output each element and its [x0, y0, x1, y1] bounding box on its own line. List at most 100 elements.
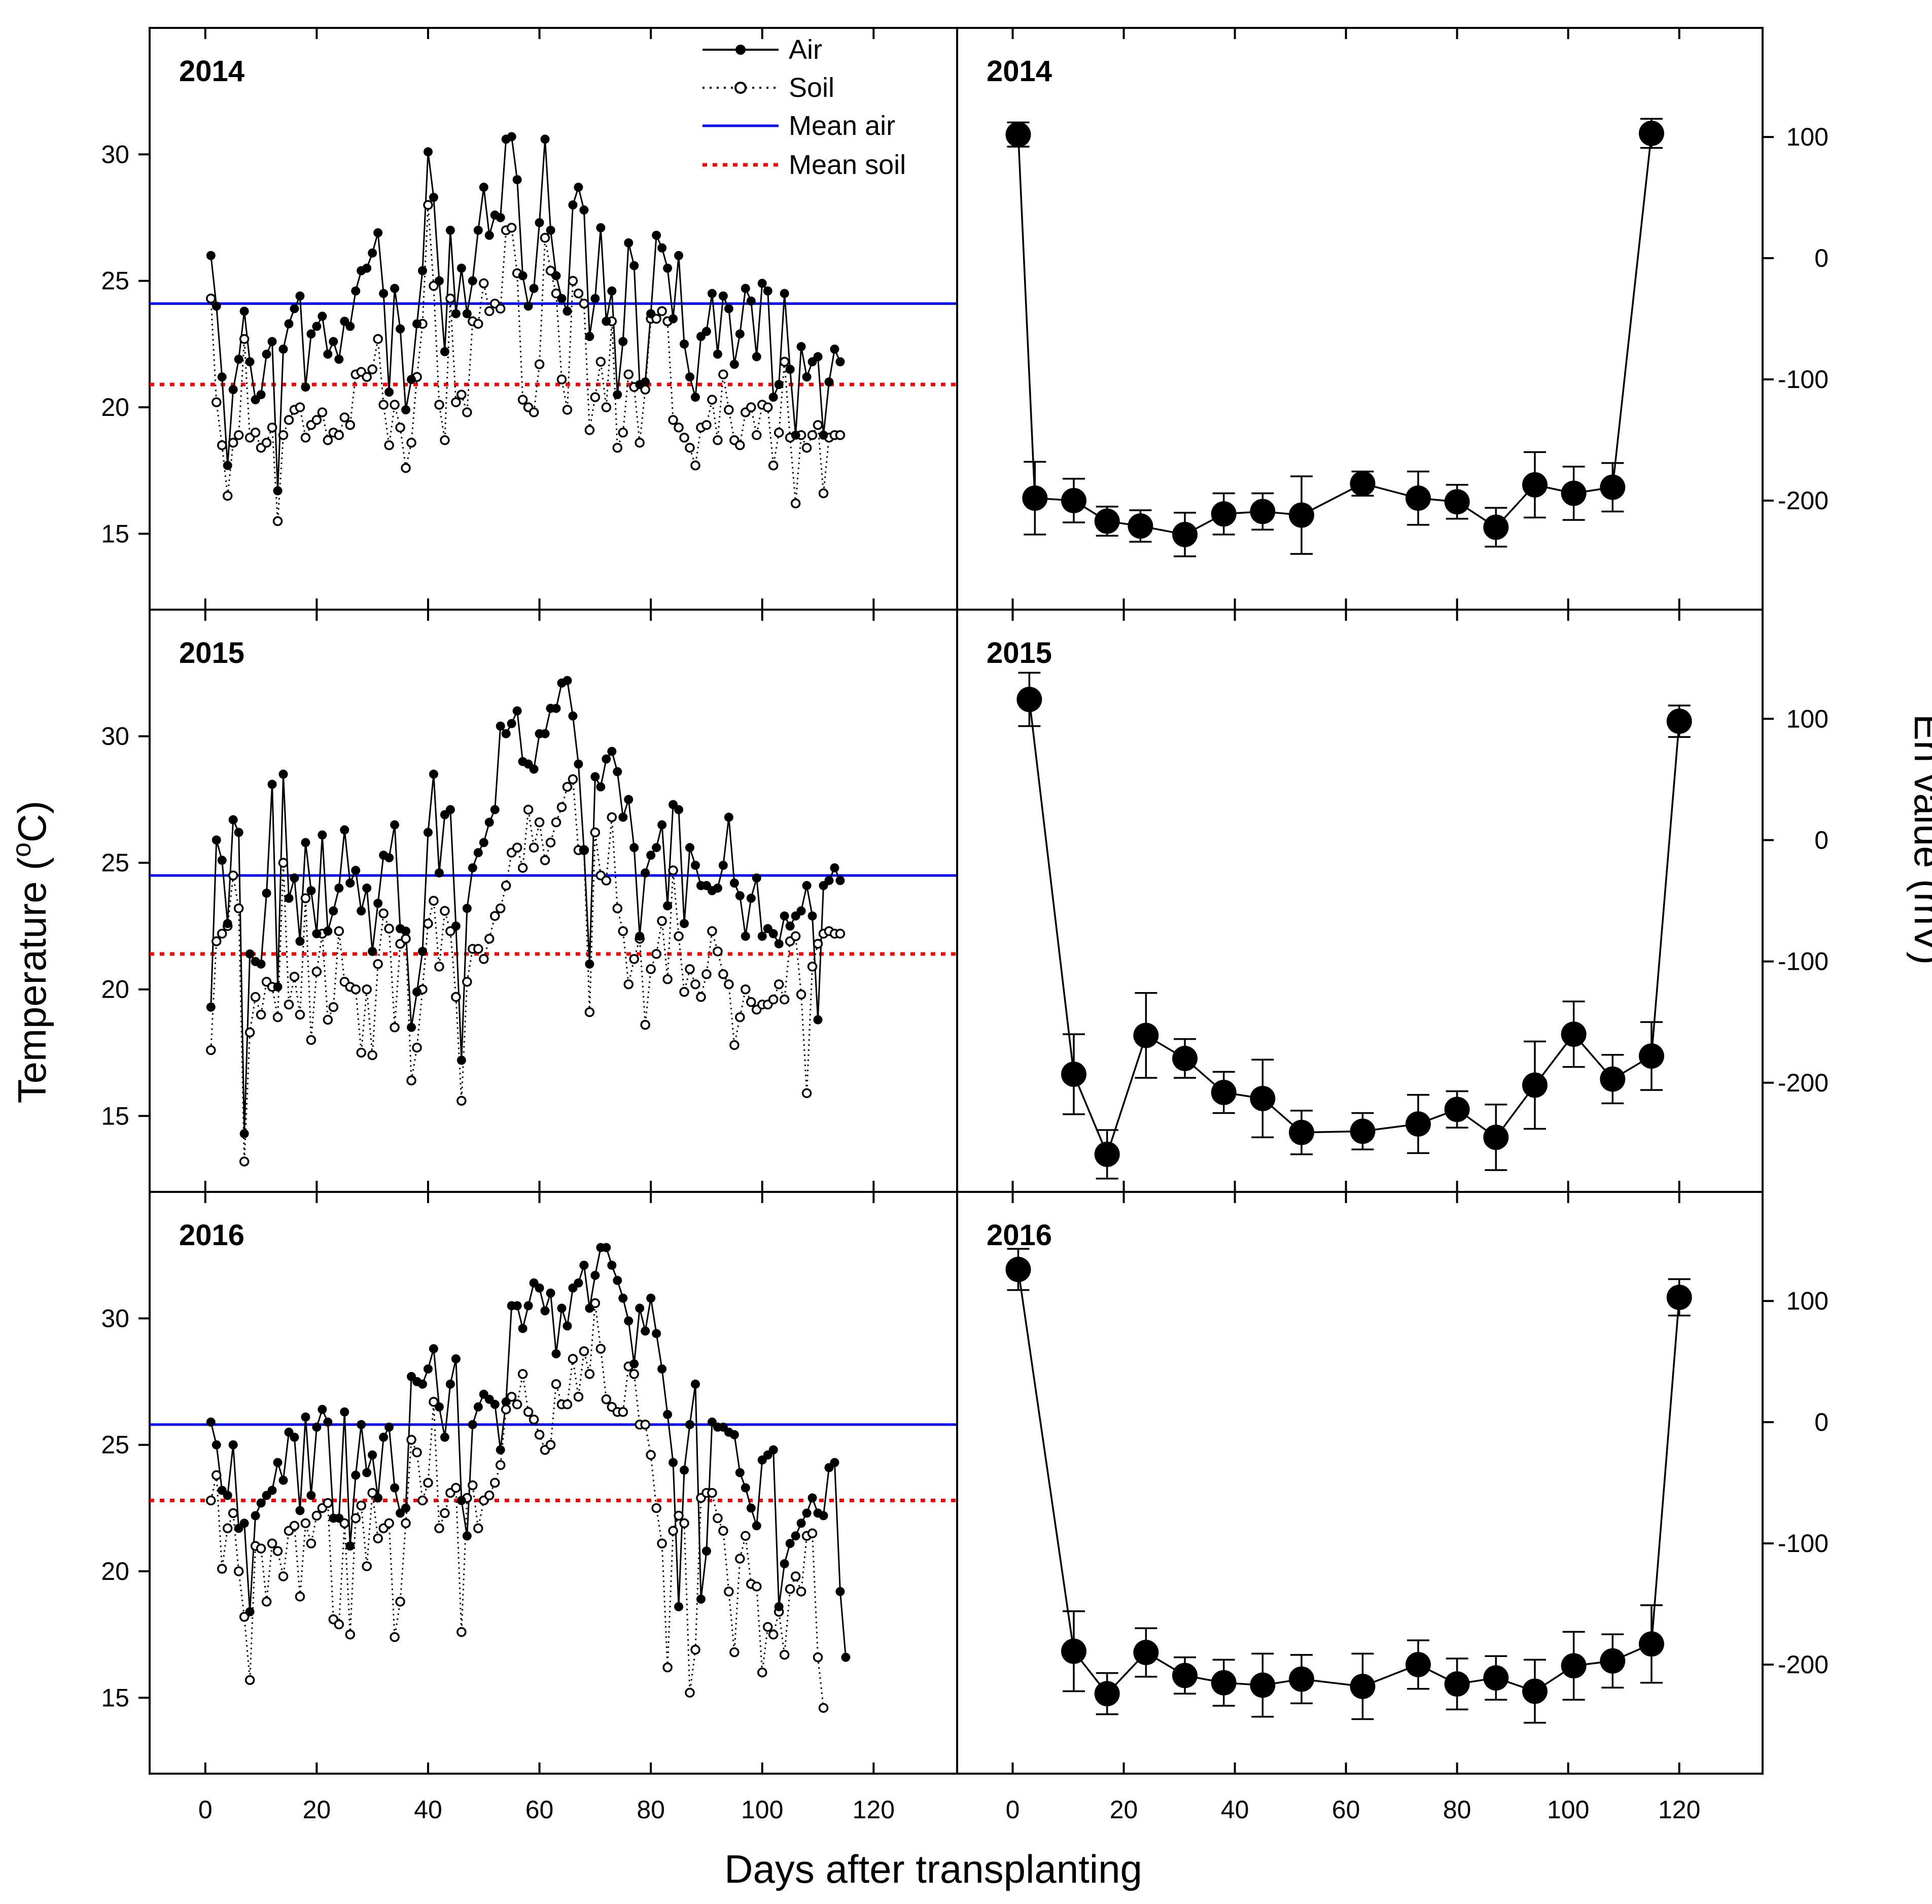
air-point — [368, 946, 377, 956]
soil-point — [384, 440, 394, 450]
soil-point — [584, 425, 595, 435]
air-point — [496, 213, 505, 223]
soil-point — [751, 1581, 762, 1592]
air-point — [468, 863, 477, 873]
eh-point — [1483, 1665, 1509, 1691]
soil-point — [311, 415, 322, 425]
soil-point — [228, 870, 238, 880]
air-point — [479, 183, 488, 192]
air-point — [674, 1602, 684, 1611]
air-point — [624, 795, 634, 804]
soil-point — [473, 319, 483, 329]
soil-point — [495, 303, 506, 314]
soil-point — [540, 233, 550, 243]
air-point — [340, 825, 349, 835]
soil-point — [701, 420, 712, 430]
air-point — [774, 1602, 784, 1611]
eh-point — [1522, 1678, 1548, 1704]
air-point — [557, 294, 567, 303]
soil-point — [334, 1619, 344, 1630]
air-point — [746, 894, 756, 903]
soil-point — [423, 200, 433, 210]
air-point — [512, 175, 522, 185]
soil-point — [774, 979, 784, 990]
soil-point — [818, 488, 829, 499]
soil-point — [484, 306, 495, 316]
x-tick-label: 20 — [1110, 1795, 1138, 1824]
soil-point — [790, 1571, 801, 1581]
air-point — [690, 861, 700, 870]
soil-point — [568, 275, 578, 286]
air-point — [412, 987, 422, 997]
soil-point — [350, 984, 361, 995]
air-point — [824, 377, 834, 387]
soil-series-line — [210, 777, 840, 1162]
soil-point — [517, 395, 528, 405]
air-point — [295, 291, 305, 301]
eh-point — [1289, 1119, 1315, 1145]
soil-point — [651, 949, 661, 959]
eh-point — [1600, 474, 1626, 500]
air-point — [217, 856, 227, 865]
eh-point — [1350, 471, 1376, 497]
air-point — [396, 324, 405, 334]
air-point — [785, 1539, 795, 1548]
soil-point — [729, 1647, 740, 1658]
soil-point — [779, 994, 790, 1005]
air-point — [596, 223, 606, 232]
air-point — [807, 1493, 817, 1503]
air-point — [451, 309, 461, 319]
soil-point — [206, 1495, 216, 1506]
air-point — [585, 1303, 594, 1313]
soil-point — [289, 1521, 300, 1531]
air-point — [646, 309, 656, 319]
soil-point — [679, 986, 689, 997]
air-point — [239, 1519, 249, 1528]
soil-point — [746, 997, 756, 1007]
soil-point — [239, 334, 250, 344]
soil-point — [233, 903, 244, 913]
air-point — [368, 248, 377, 258]
soil-point — [217, 929, 227, 939]
x-axis-title: Days after transplanting — [724, 1847, 1142, 1891]
air-point — [585, 959, 594, 969]
air-point — [318, 311, 327, 321]
soil-point — [551, 817, 561, 828]
eh-point — [1600, 1066, 1626, 1092]
soil-point — [590, 392, 601, 402]
soil-point — [250, 428, 261, 438]
air-point — [641, 377, 650, 387]
air-point — [568, 200, 578, 210]
soil-point — [785, 1584, 795, 1594]
eh-point — [1094, 1141, 1120, 1167]
air-point — [629, 1359, 639, 1369]
x-tick-label: 20 — [303, 1795, 331, 1824]
air-point — [512, 706, 522, 716]
soil-point — [278, 858, 289, 868]
soil-point — [573, 288, 584, 299]
soil-point — [261, 438, 272, 448]
air-point — [456, 1055, 466, 1065]
soil-point — [768, 1629, 779, 1640]
soil-point — [250, 992, 261, 1002]
soil-point — [796, 1586, 806, 1597]
soil-point — [657, 1538, 667, 1548]
eh-series-line — [1028, 699, 1680, 1157]
soil-point — [724, 979, 734, 990]
air-point — [373, 1493, 383, 1503]
eh-point — [1016, 686, 1042, 712]
soil-point — [713, 1513, 723, 1524]
air-point — [496, 1445, 505, 1455]
soil-point — [456, 1096, 467, 1106]
soil-point — [244, 1675, 255, 1685]
air-point — [551, 1349, 561, 1359]
air-point — [329, 906, 338, 915]
soil-point — [801, 1088, 812, 1099]
air-point — [657, 820, 667, 830]
air-point — [384, 1422, 394, 1432]
legend-soil-label: Soil — [789, 73, 834, 103]
x-tick-label: 60 — [1332, 1795, 1360, 1824]
air-point — [345, 322, 355, 331]
eh-point — [1350, 1118, 1376, 1144]
